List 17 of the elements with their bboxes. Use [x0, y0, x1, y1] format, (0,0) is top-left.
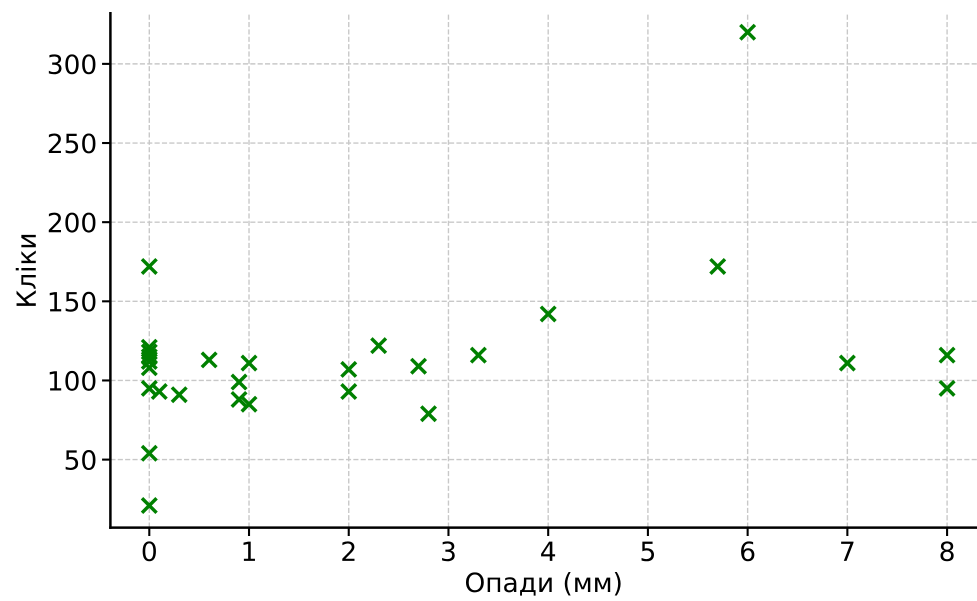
y-tick-label: 300 — [48, 54, 96, 74]
y-axis-title: Кліки — [16, 234, 36, 306]
x-tick-label: 7 — [841, 542, 854, 561]
x-tick-label: 6 — [741, 541, 754, 562]
x-axis-title: Опади (мм) — [466, 572, 621, 596]
x-tick-label: 1 — [244, 542, 255, 561]
y-tick-label: 150 — [50, 292, 96, 312]
x-tick-label: 5 — [642, 542, 654, 562]
y-tick-label: 250 — [48, 133, 96, 154]
x-tick-label: 2 — [342, 541, 354, 561]
y-tick-label: 200 — [48, 212, 96, 233]
x-tick-label: 8 — [940, 541, 954, 562]
y-tick-label: 50 — [66, 450, 96, 470]
x-tick-label: 3 — [442, 541, 455, 562]
x-tick-label: 0 — [142, 541, 156, 562]
x-tick-label: 4 — [541, 542, 556, 561]
y-tick-label: 100 — [50, 370, 96, 391]
